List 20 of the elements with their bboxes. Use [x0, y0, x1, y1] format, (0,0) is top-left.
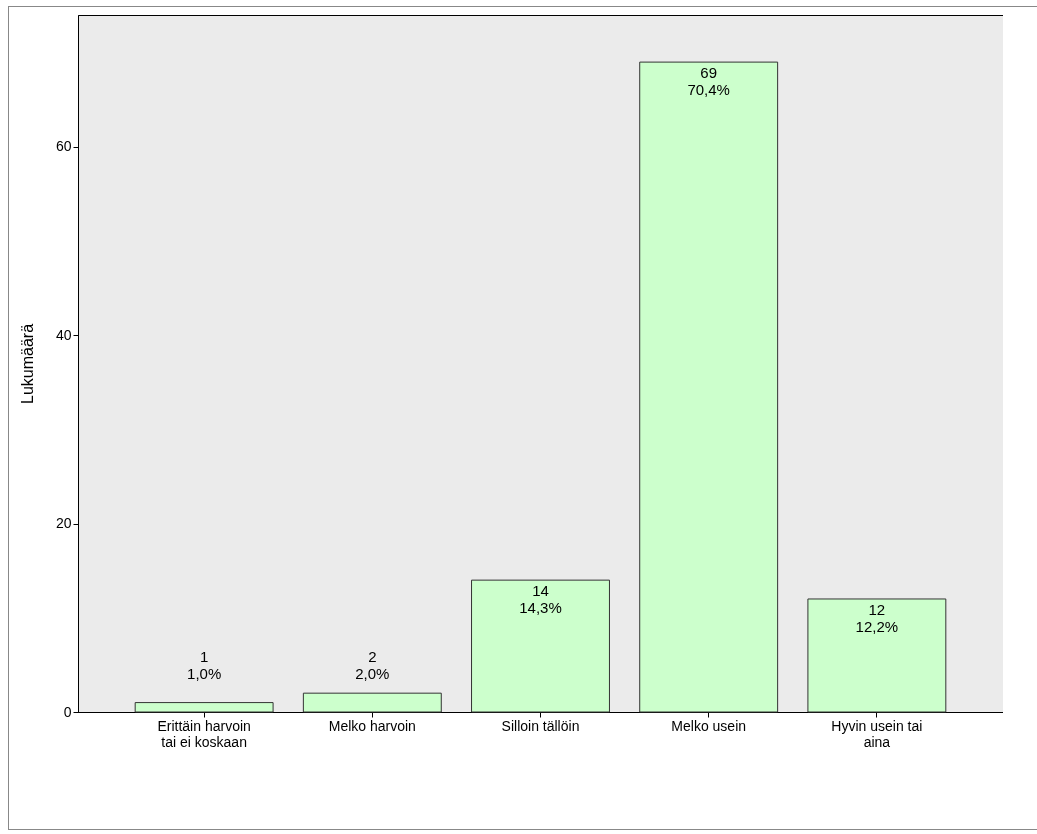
- bar: [134, 702, 274, 713]
- data-label: 14 14,3%: [519, 582, 562, 617]
- y-tick-label: 0: [63, 703, 72, 720]
- x-tick-label: Erittäin harvoin tai ei koskaan: [157, 717, 251, 750]
- data-label: 12 12,2%: [855, 600, 899, 635]
- y-tick-label: 60: [55, 138, 72, 155]
- y-tick-label: 20: [55, 515, 72, 532]
- x-tick-label: Hyvin usein tai aina: [831, 717, 923, 750]
- data-label: 69 70,4%: [687, 64, 730, 99]
- x-tick-label: Melko usein: [671, 717, 747, 734]
- bar: [639, 61, 779, 713]
- x-tick-label: Silloin tällöin: [501, 717, 580, 734]
- data-label: 1 1,0%: [187, 647, 222, 682]
- bar: [471, 579, 610, 713]
- bar: [302, 692, 442, 713]
- x-tick-label: Melko harvoin: [328, 717, 416, 734]
- y-tick-label: 40: [55, 326, 72, 343]
- y-axis-title: Lukumäärä: [18, 323, 36, 405]
- data-label: 2 2,0%: [355, 647, 390, 682]
- bar: [807, 598, 947, 713]
